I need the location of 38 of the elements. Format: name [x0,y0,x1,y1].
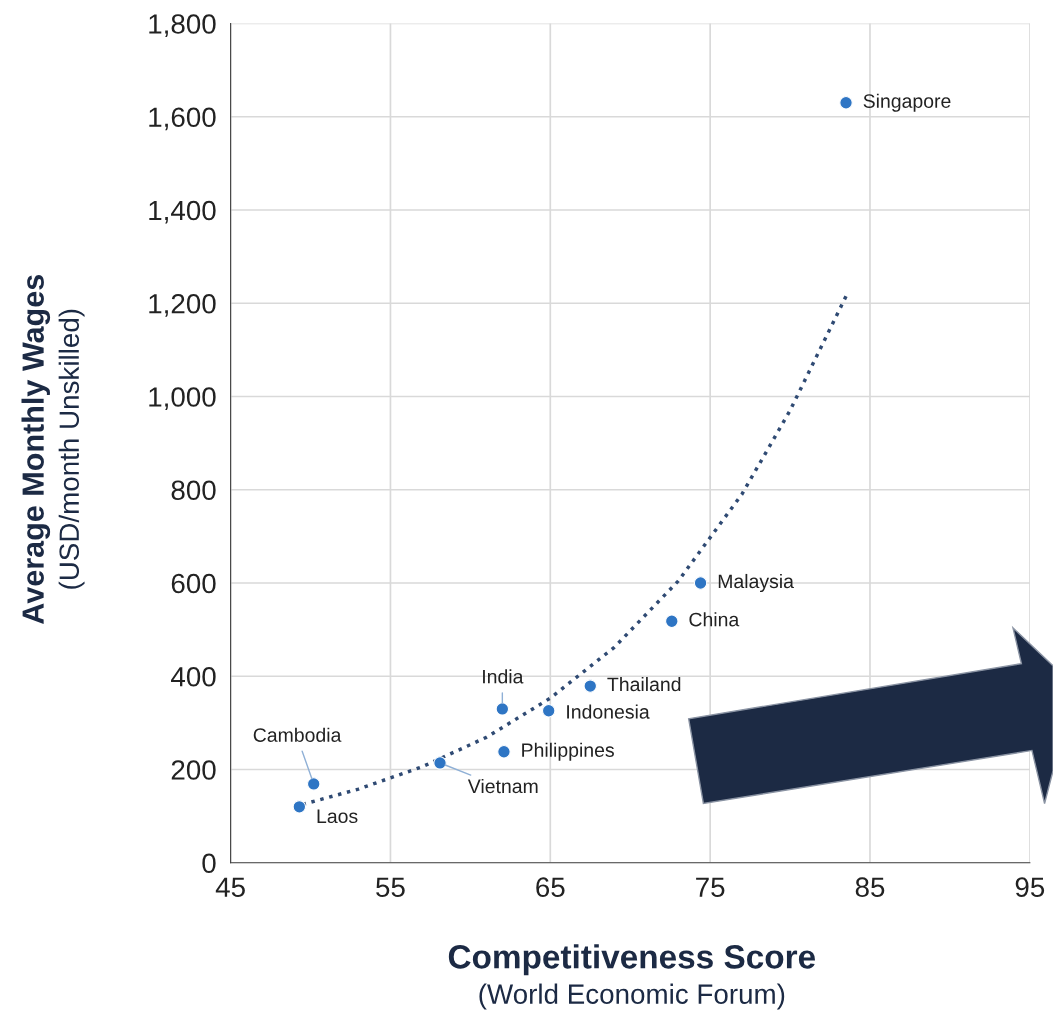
point [497,745,511,759]
x-tick-label: 75 [696,877,725,898]
y-tick-label: 1,600 [149,107,216,131]
x-tick-label: 45 [215,877,245,898]
annotation: Thailand [607,676,681,692]
annotation: Laos [317,809,358,824]
y-tick-label: 1,800 [149,14,216,38]
point [433,756,447,770]
annotation: Philippines [522,742,614,761]
annotation: Vietnam [467,778,538,794]
y-tick-label: 200 [171,760,216,780]
x-tick-label: 85 [855,877,885,898]
x-tick-label: 65 [536,877,565,898]
y-tick-label: 600 [171,573,216,594]
y-tick-label: 1,000 [149,387,216,411]
point [306,777,321,791]
point [665,614,679,628]
y-tick-label: 1,400 [149,200,216,224]
y-axis-title: Average Monthly Wages (USD/month Unskilled) [21,275,85,624]
y-tick-label: 1,200 [149,293,216,317]
x-axis-title: Competitiveness Score (World Economic Forum) [448,944,815,1010]
annotation: Cambodia [253,727,342,742]
y-tick-label: 400 [171,666,216,687]
point [541,703,556,718]
x-tick-label: 95 [1015,877,1045,898]
point [583,679,598,693]
annotation: Malaysia [718,573,794,593]
annotation: Singapore [863,93,951,112]
point [839,95,853,110]
y-tick-label: 0 [202,853,216,874]
point [693,576,708,590]
annotation: India [483,669,524,684]
annotation: China [689,612,740,627]
x-tick-label: 55 [376,877,405,898]
point [495,702,510,716]
point [292,800,307,814]
y-tick-label: 800 [171,480,216,501]
annotation: Indonesia [567,704,650,719]
